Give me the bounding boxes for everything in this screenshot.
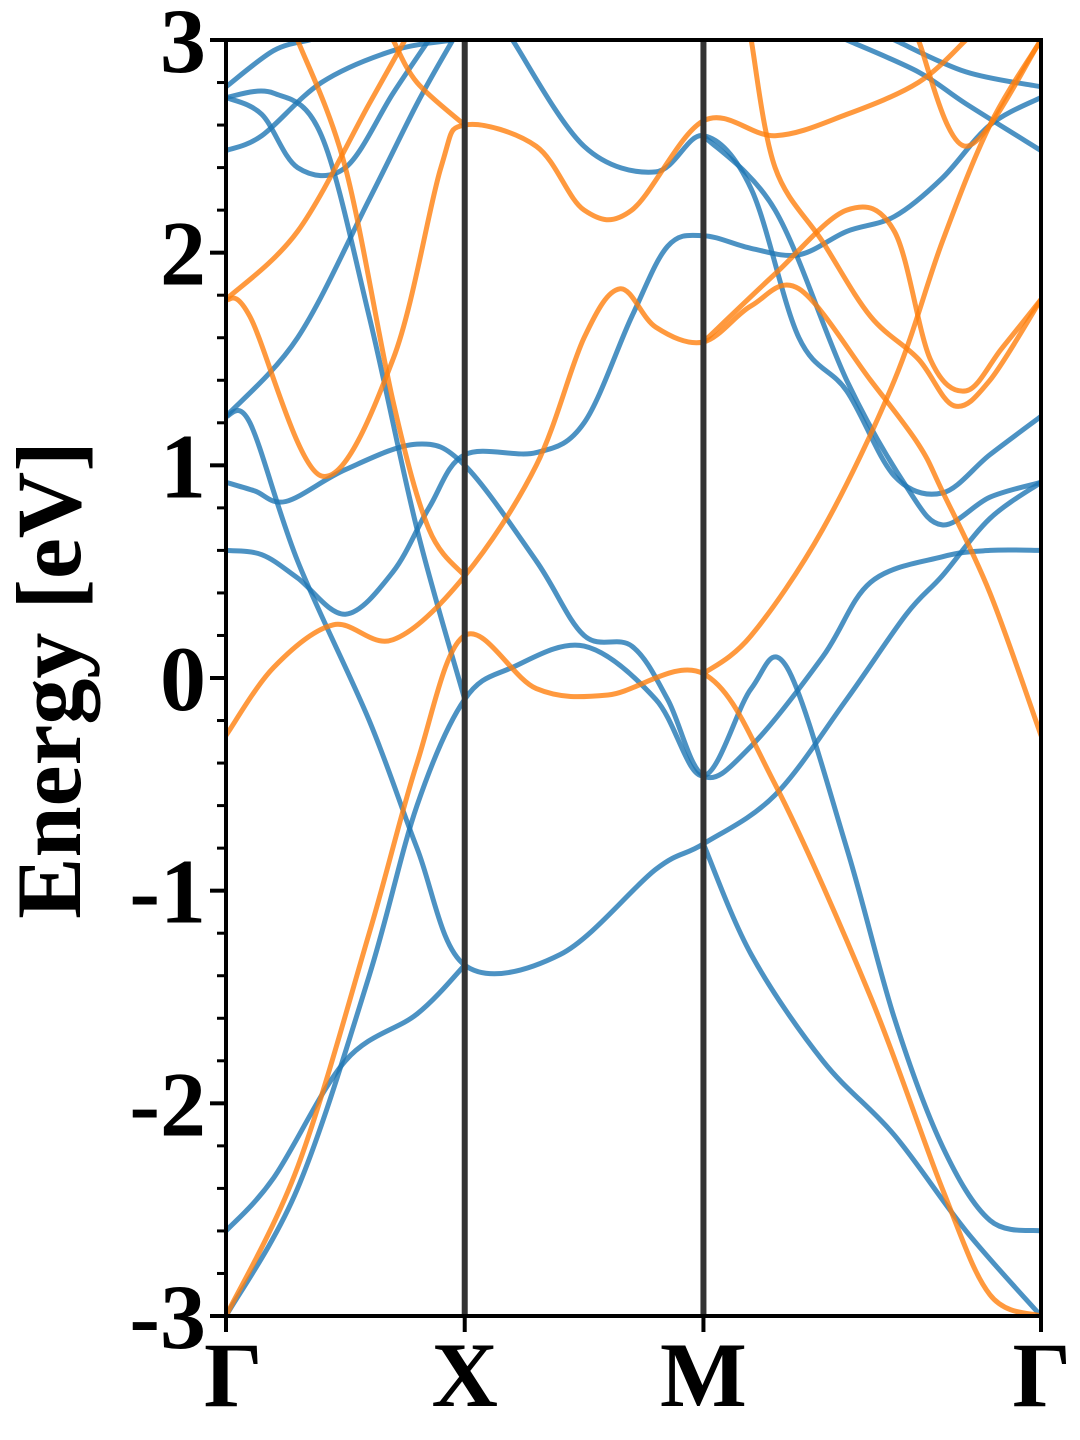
band-line-blue-9: [226, 642, 1041, 1316]
band-line-orange-24: [700, 204, 1041, 394]
band-line-blue-10: [226, 88, 468, 702]
band-line-orange-21: [390, 40, 468, 128]
band-line-blue-15: [891, 40, 1041, 90]
y-tick-label: 2: [160, 203, 206, 305]
band-line-orange-25: [915, 40, 1041, 149]
x-tick-label: Γ: [1012, 1324, 1071, 1426]
y-tick-label: -1: [129, 841, 206, 943]
band-line-orange-19: [226, 40, 408, 302]
band-line-blue-8: [226, 40, 456, 419]
y-tick-label: 3: [160, 0, 206, 92]
y-tick-label: -2: [129, 1053, 206, 1155]
y-tick-label: -3: [129, 1266, 206, 1368]
band-line-blue-2: [226, 441, 1041, 780]
y-axis-ticks: 3 2 1 0 -1 -2 -3: [129, 0, 226, 1368]
band-line-blue-1: [226, 94, 1041, 617]
band-line-blue-6: [226, 40, 432, 179]
y-tick-label: 1: [160, 415, 206, 517]
x-tick-label: Γ: [204, 1324, 263, 1426]
high-symmetry-lines: [461, 40, 707, 1316]
band-line-orange-18: [226, 631, 1041, 1316]
y-axis-label: Energy [eV]: [0, 441, 100, 919]
band-line-orange-17: [226, 40, 969, 479]
band-lines: [226, 40, 1041, 1316]
band-line-blue-12: [700, 133, 1041, 528]
band-line-orange-20: [295, 40, 468, 579]
band-line-orange-23: [748, 40, 1041, 409]
x-tick-label: M: [660, 1324, 747, 1426]
band-line-blue-5: [226, 40, 456, 154]
band-line-blue-7: [226, 40, 313, 90]
band-line-blue-11: [510, 40, 1041, 497]
band-line-orange-16: [226, 282, 1041, 738]
band-line-blue-14: [844, 40, 1041, 154]
band-line-blue-13: [700, 841, 1041, 1316]
x-tick-label: X: [431, 1324, 497, 1426]
y-tick-label: 0: [160, 628, 206, 730]
band-line-blue-4: [226, 962, 468, 1234]
band-line-blue-3: [226, 408, 1041, 977]
